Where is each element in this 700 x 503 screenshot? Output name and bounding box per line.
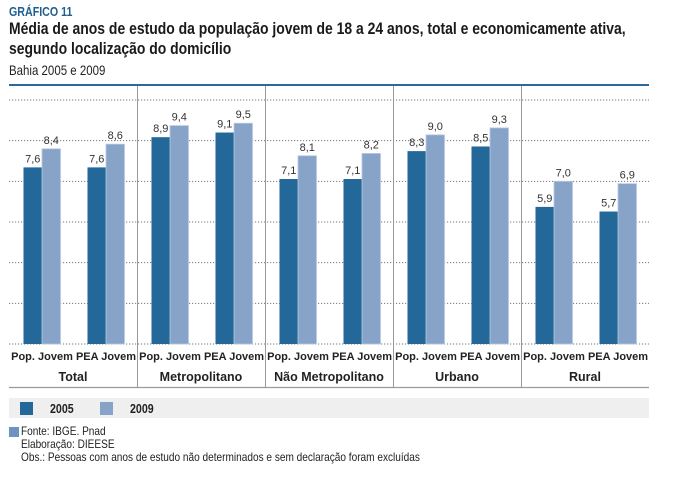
bar-2009-pop-jovem-4 <box>553 180 573 345</box>
value-label: 9,5 <box>236 109 251 121</box>
footer-note: Obs.: Pessoas com anos de estudo não det… <box>21 450 420 464</box>
category-label: PEA Jovem <box>460 351 520 363</box>
category-label: PEA Jovem <box>332 351 392 363</box>
value-label: 8,4 <box>44 135 59 147</box>
footer-notes: Fonte: IBGE. Pnad Elaboração: DIEESE Obs… <box>9 425 496 464</box>
value-label: 7,6 <box>25 153 40 165</box>
bar-2005-pop-jovem-1 <box>151 137 170 344</box>
value-label: 8,1 <box>300 142 315 154</box>
bar-2009-pea-jovem-3 <box>489 127 509 345</box>
category-label: Pop. Jovem <box>395 351 457 363</box>
value-label: 5,9 <box>537 193 552 205</box>
bar-2005-pea-jovem-4 <box>599 211 618 344</box>
value-labels: 7,6 8,4 7,6 8,6 8,9 9,4 9,1 9,5 7,1 8,1 7,1 8,2 8,3 9… <box>25 109 635 209</box>
legend-swatch-2005 <box>20 402 33 415</box>
footer-elaboration: Elaboração: DIEESE <box>21 437 115 451</box>
category-label: PEA Jovem <box>204 351 264 363</box>
group-label: Urbano <box>435 370 479 384</box>
legend: 2005 2009 <box>9 398 649 418</box>
category-label: Pop. Jovem <box>267 351 329 363</box>
legend-item-2009: 2009 <box>100 401 159 416</box>
header-rule <box>9 84 649 86</box>
bar-2005-pop-jovem-0 <box>23 167 42 344</box>
value-label: 7,1 <box>345 165 360 177</box>
value-label: 7,1 <box>281 165 296 177</box>
category-label: Pop. Jovem <box>11 351 73 363</box>
value-label: 9,0 <box>428 121 443 133</box>
value-label: 5,7 <box>601 198 616 210</box>
bar-2005-pop-jovem-4 <box>535 206 554 344</box>
bar-2005-pea-jovem-2 <box>343 179 362 344</box>
group-label: Metropolitano <box>160 370 243 384</box>
value-label: 7,6 <box>89 153 104 165</box>
bar-2005-pea-jovem-3 <box>471 146 490 344</box>
category-label: PEA Jovem <box>76 351 136 363</box>
bar-2009-pop-jovem-3 <box>425 134 445 345</box>
chart-title-line-1: Média de anos de estudo da população jov… <box>9 19 626 38</box>
category-label: Pop. Jovem <box>139 351 201 363</box>
bar-2005-pop-jovem-2 <box>279 179 298 344</box>
bar-2009-pea-jovem-2 <box>361 153 381 345</box>
value-label: 8,5 <box>473 132 488 144</box>
chart-title-line-2: segundo localização do domicílio <box>9 39 232 58</box>
group-label: Não Metropolitano <box>274 370 384 384</box>
value-label: 9,1 <box>217 119 232 131</box>
bar-2009-pop-jovem-2 <box>297 155 317 345</box>
bar-2005-pop-jovem-3 <box>407 151 426 344</box>
value-label: 9,3 <box>492 114 507 126</box>
legend-swatch-2009 <box>100 402 113 415</box>
legend-label-2005: 2005 <box>50 401 74 416</box>
category-label: Pop. Jovem <box>523 351 585 363</box>
bars <box>23 122 637 345</box>
value-label: 8,3 <box>409 137 424 149</box>
bar-2009-pop-jovem-0 <box>41 148 61 345</box>
legend-label-2009: 2009 <box>130 401 154 416</box>
chart-subtitle: Bahia 2005 e 2009 <box>9 62 106 78</box>
value-label: 8,9 <box>153 123 168 135</box>
footer-source: Fonte: IBGE. Pnad <box>21 424 106 438</box>
value-label: 6,9 <box>620 170 635 182</box>
chart-title: Média de anos de estudo da população jov… <box>9 19 657 59</box>
group-label: Total <box>59 370 88 384</box>
value-label: 8,6 <box>108 130 123 142</box>
group-label: Rural <box>569 370 601 384</box>
bar-2009-pop-jovem-1 <box>169 125 189 345</box>
legend-item-2005: 2005 <box>20 401 79 416</box>
value-label: 8,2 <box>364 139 379 151</box>
bar-2009-pea-jovem-0 <box>105 143 125 345</box>
value-label: 9,4 <box>172 112 187 124</box>
footer-marker-icon <box>9 427 19 437</box>
bar-2009-pea-jovem-4 <box>617 183 637 345</box>
figure-label: GRÁFICO 11 <box>9 4 73 19</box>
bar-2005-pea-jovem-1 <box>215 132 234 344</box>
category-label: PEA Jovem <box>588 351 648 363</box>
bar-2009-pea-jovem-1 <box>233 122 253 345</box>
value-label: 7,0 <box>556 167 571 179</box>
bar-2005-pea-jovem-0 <box>87 167 106 344</box>
bar-chart: 7,6 8,4 7,6 8,6 8,9 9,4 9,1 9,5 7,1 8,1 7,1 8,2 8,3 9… <box>9 86 649 389</box>
